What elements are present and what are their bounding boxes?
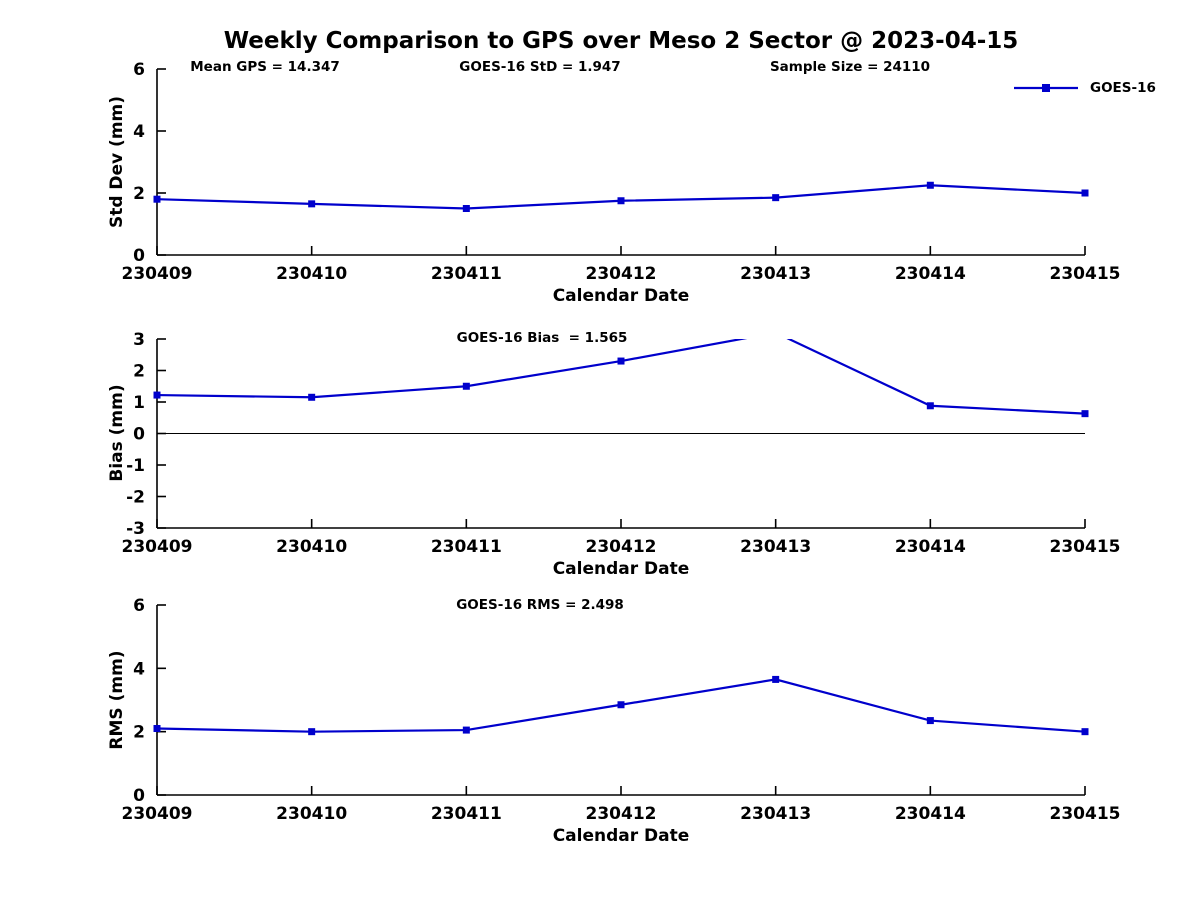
legend-line-marker-icon	[1014, 84, 1078, 92]
x-tick-label: 230414	[895, 804, 966, 824]
y-tick-label: 6	[133, 596, 145, 616]
annotation-sample-size: Sample Size = 24110	[769, 59, 931, 75]
x-tick-label: 230410	[276, 264, 347, 284]
data-point-marker	[308, 393, 316, 401]
y-tick-label: 0	[133, 786, 145, 806]
y-tick-label: 2	[133, 723, 145, 743]
x-tick-label: 230412	[586, 804, 657, 824]
data-point-marker	[153, 391, 161, 399]
data-point-marker	[926, 402, 934, 410]
data-point-marker	[308, 200, 316, 208]
xlabel-subplot-1: Calendar Date	[552, 286, 690, 306]
ylabel-bias: Bias (mm)	[107, 384, 127, 482]
x-tick-label: 230411	[431, 264, 502, 284]
data-point-marker	[153, 725, 161, 732]
data-point-marker	[462, 382, 470, 390]
xlabel-subplot-3: Calendar Date	[552, 826, 690, 846]
data-point-marker	[617, 701, 625, 709]
data-point-marker	[617, 197, 625, 205]
x-tick-label: 230411	[431, 537, 502, 557]
data-point-marker	[462, 205, 470, 212]
ylabel-std-dev: Std Dev (mm)	[107, 95, 127, 229]
x-tick-label: 230410	[276, 537, 347, 557]
data-point-marker	[926, 181, 934, 189]
y-tick-label: 2	[133, 184, 145, 204]
data-point-marker	[617, 357, 625, 365]
data-point-marker	[772, 329, 779, 336]
data-line	[156, 184, 1086, 210]
x-tick-label: 230413	[740, 537, 811, 557]
data-point-marker	[772, 194, 780, 202]
y-tick-label: -1	[126, 456, 145, 476]
x-tick-label: 230415	[1050, 804, 1121, 824]
y-tick-label: 4	[133, 122, 145, 142]
x-tick-label: 230409	[122, 264, 193, 284]
data-point-marker	[1081, 410, 1089, 418]
x-tick-label: 230411	[431, 804, 502, 824]
subplot-bias-title: GOES-16 Bias = 1.565	[456, 330, 628, 346]
legend-label: GOES-16	[1090, 80, 1156, 96]
y-tick-label: -3	[126, 519, 145, 539]
figure-title: Weekly Comparison to GPS over Meso 2 Sec…	[223, 28, 1019, 54]
annotation-goes16-std: GOES-16 StD = 1.947	[459, 59, 621, 75]
xlabel-subplot-2: Calendar Date	[552, 559, 690, 579]
x-tick-label: 230413	[740, 264, 811, 284]
x-tick-label: 230410	[276, 804, 347, 824]
y-tick-label: 1	[133, 393, 145, 413]
y-tick-label: 0	[133, 425, 145, 445]
annotation-mean-gps: Mean GPS = 14.347	[190, 59, 340, 75]
y-tick-label: 2	[133, 362, 145, 382]
y-tick-label: 3	[133, 330, 145, 350]
y-tick-label: 4	[133, 659, 145, 679]
legend: GOES-16	[1012, 80, 1156, 96]
x-tick-label: 230409	[122, 804, 193, 824]
x-tick-label: 230415	[1050, 264, 1121, 284]
data-point-marker	[1081, 728, 1089, 736]
data-point-marker	[462, 726, 470, 734]
y-tick-label: 6	[133, 60, 145, 80]
data-point-marker	[153, 195, 161, 203]
data-point-marker	[308, 728, 316, 736]
data-point-marker	[1081, 189, 1089, 197]
x-tick-label: 230412	[586, 537, 657, 557]
y-tick-label: 0	[133, 246, 145, 266]
subplot-rms-title: GOES-16 RMS = 2.498	[456, 597, 624, 613]
data-point-marker	[772, 675, 780, 683]
ylabel-rms: RMS (mm)	[107, 650, 127, 750]
x-tick-label: 230415	[1050, 537, 1121, 557]
x-tick-label: 230413	[740, 804, 811, 824]
data-point-marker	[926, 717, 934, 725]
y-tick-label: -2	[126, 488, 145, 508]
x-tick-label: 230414	[895, 264, 966, 284]
x-tick-label: 230412	[586, 264, 657, 284]
x-tick-label: 230409	[122, 537, 193, 557]
x-tick-label: 230414	[895, 537, 966, 557]
